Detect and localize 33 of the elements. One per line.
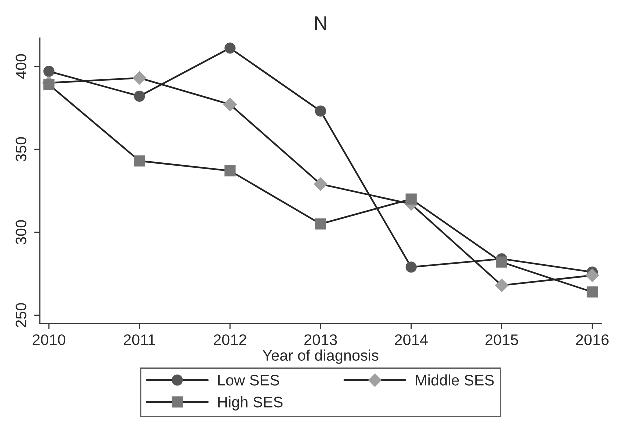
legend-label: High SES — [218, 396, 283, 411]
x-tick-label: 2013 — [304, 334, 338, 346]
point — [44, 79, 55, 90]
point — [224, 98, 237, 112]
point — [406, 194, 417, 205]
point — [406, 262, 417, 273]
y-tick-label: 400 — [16, 54, 27, 79]
legend-label: Low SES — [218, 375, 280, 386]
y-tick-label: 300 — [16, 220, 27, 245]
point — [586, 286, 598, 298]
point — [315, 106, 326, 117]
point — [314, 178, 328, 191]
point — [586, 269, 600, 282]
y-tick-label: 350 — [16, 137, 27, 162]
x-tick-label: 2016 — [576, 334, 609, 346]
x-axis-title: Year of diagnosis — [262, 350, 379, 364]
y-tick-label: 250 — [16, 303, 27, 328]
point — [495, 279, 509, 292]
x-tick-label: 2012 — [214, 334, 247, 346]
x-tick-label: 2011 — [124, 334, 156, 346]
x-tick-label: 2010 — [32, 334, 66, 346]
x-tick-label: 2015 — [486, 334, 518, 346]
point — [133, 72, 146, 85]
point — [496, 256, 508, 268]
point — [134, 90, 146, 102]
point — [315, 218, 326, 230]
legend-label: Middle SES — [416, 374, 494, 386]
chart-title: N — [315, 16, 326, 30]
point — [134, 156, 146, 167]
point — [224, 42, 236, 54]
point — [44, 66, 55, 78]
x-tick-label: 2014 — [395, 334, 428, 346]
point — [224, 166, 236, 177]
